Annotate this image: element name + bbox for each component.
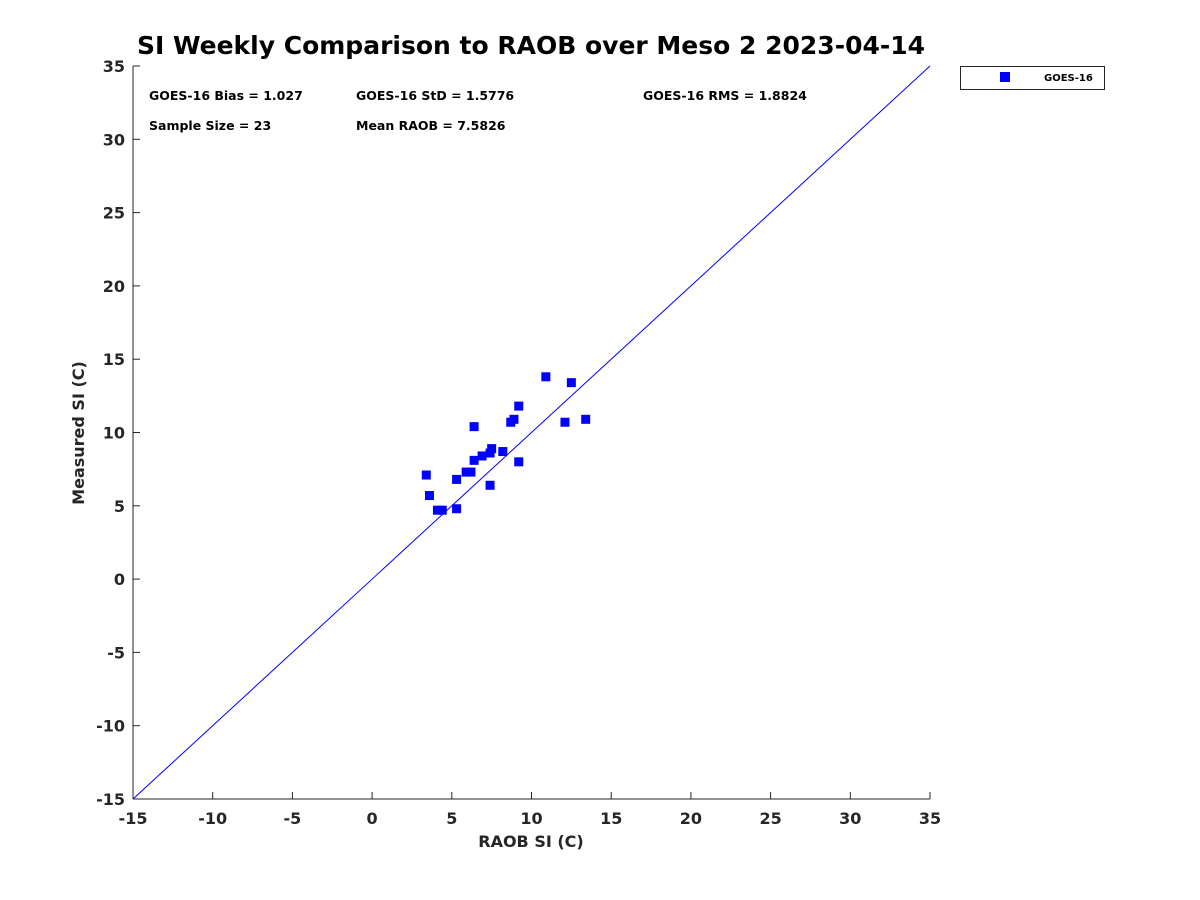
x-tick-label: 0 [367,809,378,828]
x-tick-label: -15 [119,809,148,828]
data-point [541,372,551,382]
data-point [560,417,570,427]
data-point [485,480,495,490]
x-tick-label: 35 [919,809,941,828]
stat-rms: GOES-16 RMS = 1.8824 [643,88,807,103]
data-point [469,422,479,432]
reference-line-one-to-one [132,65,931,800]
data-point [469,455,479,465]
data-point [466,467,476,477]
y-tick-label: 25 [103,204,125,223]
x-tick-label: -10 [198,809,227,828]
legend-label-goes-16: GOES-16 [1044,73,1093,84]
y-tick-label: 35 [103,57,125,76]
data-point [514,457,524,467]
data-point [487,444,497,454]
y-tick-label: 15 [103,350,125,369]
axis-ticks: -15 -10 -5 0 5 10 15 20 25 30 35 -15 -10 -5 0 5 10 15 20 25… [96,57,941,828]
x-tick-label: 15 [600,809,622,828]
x-axis-label: RAOB SI (C) [478,832,583,851]
y-tick-label: 10 [103,424,125,443]
y-tick-label: 0 [114,570,125,589]
data-points [421,372,591,515]
data-point [498,447,508,457]
y-axis-label: Measured SI (C) [69,361,88,505]
x-tick-label: 20 [680,809,702,828]
stat-std: GOES-16 StD = 1.5776 [356,88,514,103]
data-point [477,451,487,461]
y-tick-label: -10 [96,717,125,736]
y-tick-label: -5 [107,643,125,662]
data-point [514,401,524,411]
data-point [566,378,576,388]
y-tick-label: 30 [103,130,125,149]
chart-title: SI Weekly Comparison to RAOB over Meso 2… [137,31,925,60]
stat-mean-raob: Mean RAOB = 7.5826 [356,118,506,133]
x-tick-label: 10 [520,809,542,828]
data-point [461,467,471,477]
plot-area [132,65,931,800]
data-point [437,505,447,515]
data-point [424,491,434,501]
x-tick-label: 25 [759,809,781,828]
y-tick-label: 20 [103,277,125,296]
data-point [432,505,442,515]
data-point [509,414,519,424]
legend-box [960,66,1105,90]
y-tick-label: -15 [96,790,125,809]
legend: GOES-16 [960,66,1105,90]
stat-bias: GOES-16 Bias = 1.027 [149,88,303,103]
data-point [452,474,462,484]
x-tick-label: 5 [446,809,457,828]
x-tick-label: -5 [284,809,302,828]
stats-annotations: GOES-16 Bias = 1.027 GOES-16 StD = 1.577… [149,88,807,133]
data-point [452,504,462,514]
data-point [421,470,431,480]
x-tick-label: 30 [839,809,861,828]
y-tick-label: 5 [114,497,125,516]
stat-sample-size: Sample Size = 23 [149,118,271,133]
legend-marker-goes-16 [1000,72,1010,82]
data-point [581,414,591,424]
